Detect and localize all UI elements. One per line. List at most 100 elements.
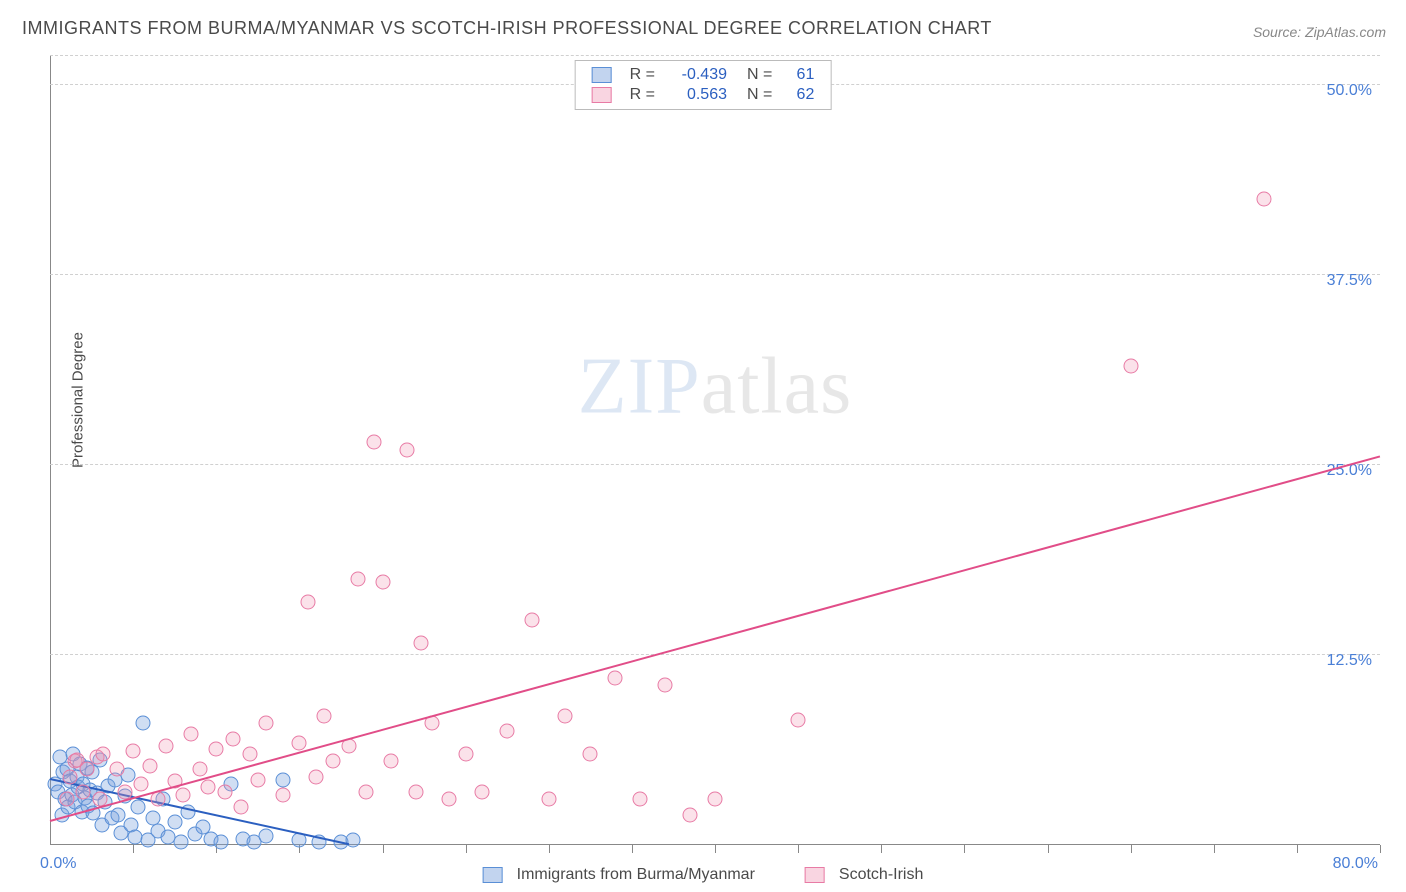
- data-point: [558, 708, 573, 723]
- data-point: [217, 784, 232, 799]
- legend-item: Scotch-Irish: [805, 866, 923, 884]
- x-tick: [1214, 845, 1215, 853]
- data-point: [325, 754, 340, 769]
- series-legend: Immigrants from Burma/Myanmar Scotch-Iris…: [483, 866, 924, 884]
- data-point: [214, 834, 229, 849]
- data-point: [375, 575, 390, 590]
- x-max-label: 80.0%: [1333, 855, 1378, 873]
- data-point: [192, 762, 207, 777]
- x-origin-label: 0.0%: [40, 855, 76, 873]
- data-point: [413, 635, 428, 650]
- grid-line: [50, 654, 1380, 655]
- legend-row: R = -0.439 N = 61: [586, 65, 821, 85]
- r-value: -0.439: [667, 66, 727, 84]
- data-point: [541, 792, 556, 807]
- data-point: [408, 784, 423, 799]
- x-tick: [1048, 845, 1049, 853]
- data-point: [633, 792, 648, 807]
- legend-label: Immigrants from Burma/Myanmar: [517, 866, 755, 884]
- n-value: 62: [784, 86, 814, 104]
- legend-item: Immigrants from Burma/Myanmar: [483, 866, 755, 884]
- legend-row: R = 0.563 N = 62: [586, 85, 821, 105]
- data-point: [111, 807, 126, 822]
- data-point: [151, 792, 166, 807]
- data-point: [234, 800, 249, 815]
- y-tick-label: 50.0%: [1327, 82, 1372, 100]
- data-point: [345, 833, 360, 848]
- data-point: [583, 746, 598, 761]
- data-point: [200, 780, 215, 795]
- watermark: ZIPatlas: [578, 341, 853, 432]
- data-point: [708, 792, 723, 807]
- r-label: R =: [624, 65, 661, 85]
- legend-label: Scotch-Irish: [839, 866, 923, 884]
- trend-line: [50, 456, 1381, 823]
- source-attribution: Source: ZipAtlas.com: [1253, 24, 1386, 40]
- data-point: [96, 746, 111, 761]
- data-point: [275, 787, 290, 802]
- data-point: [250, 772, 265, 787]
- x-tick: [383, 845, 384, 853]
- y-axis-line: [50, 55, 51, 845]
- data-point: [167, 815, 182, 830]
- x-tick: [1297, 845, 1298, 853]
- data-point: [1256, 192, 1271, 207]
- data-point: [131, 800, 146, 815]
- x-tick: [133, 845, 134, 853]
- y-tick-label: 12.5%: [1327, 652, 1372, 670]
- legend-swatch: [592, 87, 612, 103]
- data-point: [309, 769, 324, 784]
- x-tick: [632, 845, 633, 853]
- data-point: [259, 716, 274, 731]
- grid-line: [50, 274, 1380, 275]
- correlation-legend: R = -0.439 N = 61 R = 0.563 N = 62: [575, 60, 832, 110]
- x-tick: [1131, 845, 1132, 853]
- data-point: [358, 784, 373, 799]
- data-point: [59, 792, 74, 807]
- data-point: [159, 739, 174, 754]
- data-point: [658, 678, 673, 693]
- x-tick: [881, 845, 882, 853]
- y-tick-label: 37.5%: [1327, 272, 1372, 290]
- n-label: N =: [733, 85, 778, 105]
- data-point: [442, 792, 457, 807]
- chart-title: IMMIGRANTS FROM BURMA/MYANMAR VS SCOTCH-…: [22, 18, 992, 39]
- data-point: [136, 716, 151, 731]
- data-point: [176, 787, 191, 802]
- data-point: [275, 772, 290, 787]
- data-point: [209, 742, 224, 757]
- r-value: 0.563: [667, 86, 727, 104]
- x-tick: [715, 845, 716, 853]
- data-point: [791, 713, 806, 728]
- data-point: [317, 708, 332, 723]
- x-tick: [466, 845, 467, 853]
- data-point: [142, 759, 157, 774]
- grid-line: [50, 55, 1380, 56]
- data-point: [62, 769, 77, 784]
- data-point: [367, 435, 382, 450]
- n-label: N =: [733, 65, 778, 85]
- data-point: [134, 777, 149, 792]
- x-tick: [549, 845, 550, 853]
- data-point: [242, 746, 257, 761]
- data-point: [350, 572, 365, 587]
- data-point: [458, 746, 473, 761]
- legend-swatch: [483, 867, 503, 883]
- data-point: [1123, 359, 1138, 374]
- data-point: [300, 594, 315, 609]
- legend-swatch: [592, 67, 612, 83]
- data-point: [683, 807, 698, 822]
- data-point: [126, 743, 141, 758]
- x-tick: [1380, 845, 1381, 853]
- data-point: [383, 754, 398, 769]
- legend-swatch: [805, 867, 825, 883]
- n-value: 61: [784, 66, 814, 84]
- data-point: [400, 443, 415, 458]
- data-point: [500, 724, 515, 739]
- data-point: [76, 784, 91, 799]
- data-point: [525, 613, 540, 628]
- data-point: [292, 736, 307, 751]
- x-tick: [798, 845, 799, 853]
- r-label: R =: [624, 85, 661, 105]
- data-point: [109, 762, 124, 777]
